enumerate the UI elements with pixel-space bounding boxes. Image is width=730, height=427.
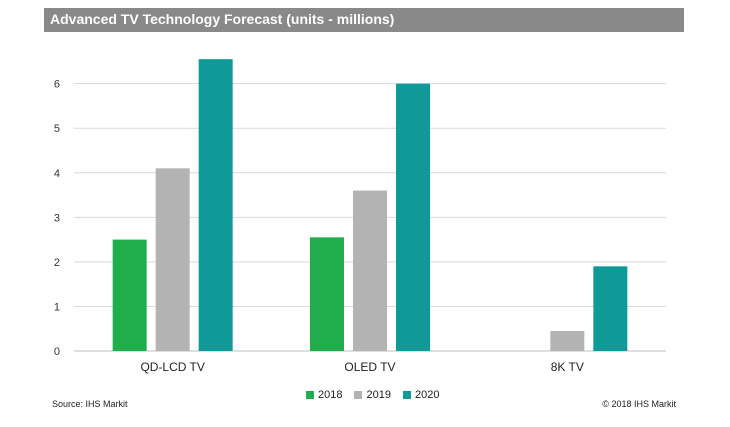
bars bbox=[112, 59, 628, 351]
bar-2020-qd-lcd-tv bbox=[198, 59, 233, 351]
y-tick-label: 3 bbox=[54, 212, 60, 224]
legend-label-2020: 2020 bbox=[414, 389, 440, 401]
bar-2019-qd-lcd-tv bbox=[155, 168, 190, 351]
bar-2020-oled-tv bbox=[396, 83, 430, 351]
y-tick-label: 5 bbox=[54, 123, 60, 135]
x-tick-label: OLED TV bbox=[344, 360, 395, 374]
x-tick-label: 8K TV bbox=[551, 360, 584, 374]
bar-2019-8k-tv bbox=[550, 330, 585, 351]
y-tick-label: 6 bbox=[54, 79, 60, 91]
legend-swatch-2019 bbox=[354, 391, 363, 399]
source-note: Source: IHS Markit bbox=[52, 399, 128, 409]
legend-item-2019: 2019 bbox=[354, 389, 391, 401]
y-tick-label: 2 bbox=[54, 257, 60, 269]
bar-2019-oled-tv bbox=[353, 190, 387, 351]
legend-label-2019: 2019 bbox=[366, 389, 391, 401]
legend-swatch-2020 bbox=[402, 391, 411, 399]
bar-2018-qd-lcd-tv bbox=[112, 239, 147, 351]
title-bar: Advanced TV Technology Forecast (units -… bbox=[44, 8, 684, 32]
chart-frame: Advanced TV Technology Forecast (units -… bbox=[44, 8, 684, 418]
chart-title: Advanced TV Technology Forecast (units -… bbox=[50, 11, 395, 27]
bar-chart: 0 1 2 3 4 5 6 QD-LCD TV OLED TV 8K TV bbox=[54, 59, 666, 374]
y-tick-label: 0 bbox=[54, 346, 60, 358]
x-axis-ticks: QD-LCD TV OLED TV 8K TV bbox=[140, 360, 583, 374]
y-tick-label: 1 bbox=[54, 301, 60, 313]
copyright-note: © 2018 IHS Markit bbox=[602, 399, 676, 409]
bar-2020-8k-tv bbox=[593, 266, 628, 351]
legend-swatch-2018 bbox=[306, 391, 314, 399]
y-tick-label: 4 bbox=[54, 168, 60, 180]
legend: 2018 2019 2020 bbox=[306, 389, 439, 401]
legend-item-2018: 2018 bbox=[306, 389, 342, 401]
y-axis-ticks: 0 1 2 3 4 5 6 bbox=[54, 79, 60, 358]
legend-label-2018: 2018 bbox=[318, 389, 343, 401]
legend-item-2020: 2020 bbox=[402, 389, 440, 401]
x-tick-label: QD-LCD TV bbox=[140, 360, 204, 374]
bar-2018-oled-tv bbox=[310, 237, 344, 351]
